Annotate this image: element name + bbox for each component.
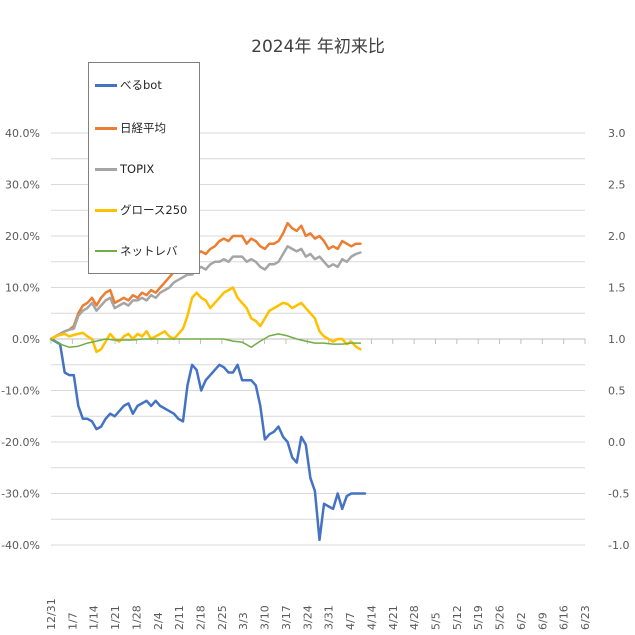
x-tick-label: 6/9	[536, 612, 549, 630]
x-tick-label: 1/14	[88, 605, 101, 630]
x-tick-label: 5/26	[494, 605, 507, 630]
series-line	[50, 333, 362, 348]
legend-item-netleverage: ネットレバ	[95, 243, 178, 259]
x-tick-label: 3/24	[301, 605, 314, 630]
x-tick-label: 1/21	[109, 605, 122, 630]
x-tick-label: 2/11	[173, 605, 186, 630]
x-tick-label: 2/18	[195, 605, 208, 630]
left-tick-label: -20.0%	[1, 436, 40, 449]
left-tick-label: 40.0%	[5, 127, 40, 140]
legend-item-topix: TOPIX	[95, 161, 154, 177]
series-lines	[49, 221, 367, 542]
x-tick-label: 12/31	[45, 598, 58, 630]
legend-swatch	[95, 83, 117, 87]
left-tick-label: 10.0%	[5, 282, 40, 295]
x-axis: 12/31 1/7 1/14 1/21 1/28 2/4 2/11 2/18 2/25 3/3 3/…	[45, 338, 592, 630]
legend-item-belubot: べるbot	[95, 77, 162, 93]
series-line	[49, 337, 367, 542]
legend-swatch	[95, 208, 117, 212]
left-axis: 40.0% 30.0% 20.0% 10.0% 0.0% -10.0% -20.0% -30.…	[1, 127, 40, 552]
legend-label: べるbot	[120, 78, 162, 92]
right-tick-label: 2.0	[608, 230, 626, 243]
right-tick-label: 1.0	[608, 333, 626, 346]
right-tick-label: 2.5	[608, 179, 626, 192]
x-tick-label: 3/3	[237, 612, 250, 630]
series-line	[49, 245, 362, 341]
right-tick-label: 0.0	[608, 436, 626, 449]
right-tick-label: -1.0	[608, 539, 629, 552]
left-tick-label: -10.0%	[1, 385, 40, 398]
x-tick-label: 1/7	[66, 612, 79, 630]
x-tick-label: 4/14	[365, 605, 378, 630]
x-tick-label: 3/31	[323, 605, 336, 630]
series-line	[49, 221, 362, 341]
right-tick-label: 0.5	[608, 385, 626, 398]
left-tick-label: 0.0%	[12, 333, 40, 346]
x-tick-label: 2/4	[152, 612, 165, 630]
right-tick-label: 1.5	[608, 282, 626, 295]
x-tick-label: 5/12	[451, 605, 464, 630]
x-tick-label: 4/28	[408, 605, 421, 630]
x-tick-label: 6/2	[515, 612, 528, 630]
left-tick-label: -40.0%	[1, 539, 40, 552]
series-line	[49, 286, 362, 354]
x-tick-label: 6/23	[579, 605, 592, 630]
legend-swatch	[95, 126, 117, 130]
legend-label: TOPIX	[120, 162, 155, 176]
x-tick-label: 5/5	[429, 612, 442, 630]
left-tick-label: 30.0%	[5, 179, 40, 192]
left-tick-label: 20.0%	[5, 230, 40, 243]
x-tick-label: 2/25	[216, 605, 229, 630]
right-axis: 3.0 2.5 2.0 1.5 1.0 0.5 0.0 -0.5 -1.0	[608, 127, 629, 552]
x-tick-label: 6/16	[558, 605, 571, 630]
legend-label: ネットレバ	[120, 244, 178, 258]
right-tick-label: 3.0	[608, 127, 626, 140]
legend-swatch	[95, 167, 117, 171]
legend-item-growth250: グロース250	[95, 202, 187, 218]
x-tick-label: 4/21	[387, 605, 400, 630]
x-tick-label: 4/7	[344, 612, 357, 630]
x-tick-label: 3/17	[280, 605, 293, 630]
legend-item-nikkei: 日経平均	[95, 120, 166, 136]
left-tick-label: -30.0%	[1, 488, 40, 501]
x-tick-label: 1/28	[130, 605, 143, 630]
legend-label: 日経平均	[120, 121, 166, 135]
legend-label: グロース250	[120, 203, 188, 217]
right-tick-label: -0.5	[608, 488, 629, 501]
x-tick-label: 3/10	[259, 605, 272, 630]
chart-title: 2024年 年初来比	[251, 37, 385, 57]
legend-swatch	[95, 250, 117, 252]
x-tick-label: 5/19	[472, 605, 485, 630]
legend: べるbot 日経平均 TOPIX グロース250 ネットレバ	[88, 62, 200, 274]
